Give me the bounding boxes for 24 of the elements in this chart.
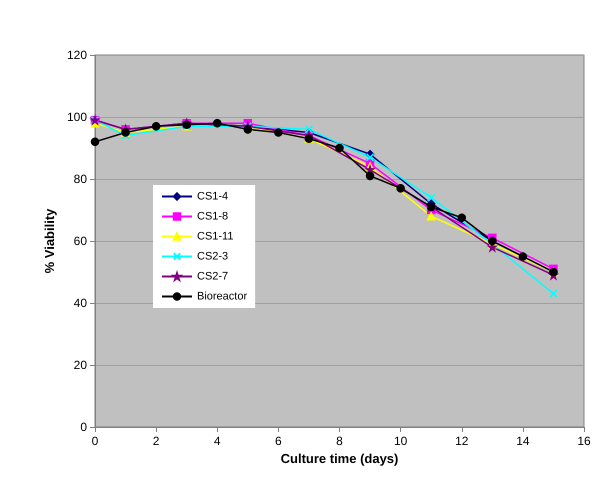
y-tick-label: 80 [74,172,88,186]
y-tick-label: 20 [74,358,88,372]
y-axis-title: % Viability [42,208,58,274]
x-tick-label: 2 [152,434,160,448]
x-tick-label: 8 [336,434,344,448]
legend-label: CS1-8 [197,210,228,222]
legend-label: Bioreactor [197,290,248,302]
x-tick-label: 14 [516,434,530,448]
y-tick-label: 0 [80,420,88,434]
x-tick-label: 6 [275,434,282,448]
x-tick-label: 16 [577,434,591,448]
y-tick-label: 60 [74,234,88,248]
legend-label: CS1-11 [197,230,234,242]
legend-label: CS1-4 [197,190,228,202]
x-axis-title: Culture time (days) [280,450,398,466]
x-tick-label: 10 [394,434,408,448]
legend-label: CS2-3 [197,250,228,262]
x-tick-label: 4 [214,434,221,448]
legend-label: CS2-7 [197,270,228,282]
y-tick-label: 40 [74,296,88,310]
y-tick-label: 120 [66,48,88,62]
x-tick-label: 0 [92,434,99,448]
y-tick-label: 100 [66,110,88,124]
x-tick-label: 12 [455,434,469,448]
